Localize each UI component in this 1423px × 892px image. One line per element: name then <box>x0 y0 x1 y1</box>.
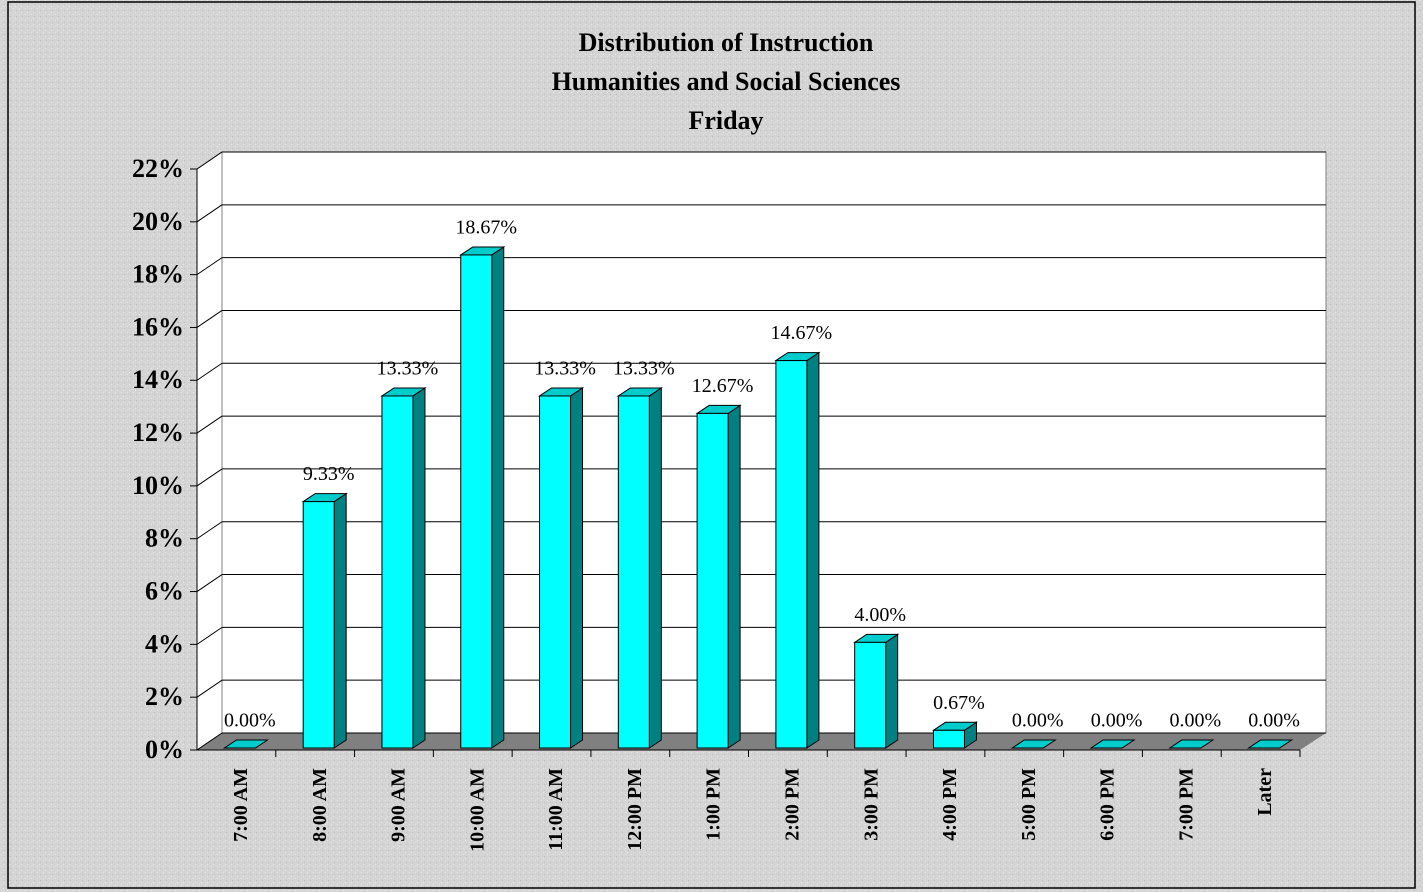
bar <box>460 254 493 749</box>
floor <box>197 733 1326 750</box>
grid-line <box>196 521 223 540</box>
bar <box>696 412 729 749</box>
bar <box>539 395 572 749</box>
chart-border <box>7 1 1416 889</box>
grid-line <box>196 310 223 328</box>
bar <box>617 395 650 749</box>
x-tick-label: Later <box>1254 768 1276 816</box>
data-label: 13.33% <box>377 358 439 380</box>
grid-line <box>196 362 223 381</box>
x-tick-label: 5:00 PM <box>1018 768 1040 841</box>
grid-line <box>196 151 223 170</box>
bar <box>302 501 335 749</box>
data-label: 13.33% <box>613 358 675 380</box>
bar-top <box>1010 739 1057 749</box>
y-tick-label: 20% <box>132 207 184 236</box>
x-tick-label: 12:00 PM <box>624 768 646 851</box>
chart-title: Distribution of Instruction <box>579 28 874 57</box>
bar-side <box>333 492 347 749</box>
data-label: 0.00% <box>1012 710 1064 732</box>
bar-side <box>648 387 662 749</box>
bar-side <box>885 633 899 749</box>
bar <box>381 395 414 749</box>
bar <box>775 360 808 749</box>
bar-side <box>491 246 505 749</box>
grid-line <box>196 468 223 487</box>
bar <box>932 729 965 749</box>
y-tick-label: 22% <box>132 154 184 183</box>
grid-line <box>196 204 223 223</box>
x-tick-label: 8:00 AM <box>309 768 331 842</box>
x-tick-label: 11:00 AM <box>545 768 567 851</box>
side-wall <box>196 151 223 751</box>
bar-top <box>1246 739 1294 749</box>
y-tick-label: 18% <box>132 260 184 289</box>
bar-side <box>412 387 426 749</box>
data-label: 18.67% <box>455 217 517 239</box>
grid-line <box>196 732 223 751</box>
x-tick-label: 6:00 PM <box>1097 768 1119 841</box>
bar-side <box>727 404 741 749</box>
data-label: 9.33% <box>303 463 355 485</box>
data-label: 13.33% <box>534 358 596 380</box>
y-tick-label: 10% <box>132 471 184 500</box>
y-tick-label: 6% <box>145 577 184 606</box>
bar-side <box>570 387 584 749</box>
x-tick-label: 3:00 PM <box>860 768 882 841</box>
data-label: 0.00% <box>1169 710 1221 732</box>
x-tick-label: 2:00 PM <box>781 768 803 841</box>
grid-line <box>196 679 223 698</box>
data-label: 12.67% <box>692 375 754 397</box>
y-tick-label: 12% <box>132 418 184 447</box>
y-tick-label: 14% <box>132 365 184 394</box>
data-label: 0.00% <box>1248 710 1300 732</box>
data-label: 4.00% <box>854 604 906 626</box>
grid-line <box>196 574 223 592</box>
chart-title: Friday <box>688 106 763 135</box>
x-tick-label: 7:00 PM <box>1175 768 1197 841</box>
x-tick-label: 10:00 AM <box>466 768 488 852</box>
x-tick-label: 7:00 AM <box>230 768 252 842</box>
bar-side <box>806 351 820 749</box>
grid-line <box>196 257 223 276</box>
chart-title: Humanities and Social Sciences <box>552 67 901 96</box>
y-tick-label: 8% <box>145 524 184 553</box>
data-label: 0.00% <box>1091 710 1143 732</box>
data-label: 14.67% <box>771 322 833 344</box>
bar <box>854 641 887 749</box>
y-tick-label: 4% <box>145 629 184 658</box>
y-tick-label: 2% <box>145 682 184 711</box>
x-tick-label: 4:00 PM <box>939 768 961 841</box>
bar-top <box>222 739 270 749</box>
data-label: 0.00% <box>224 710 276 732</box>
grid-line <box>196 415 223 434</box>
x-tick-label: 9:00 AM <box>388 768 410 842</box>
y-tick-label: 16% <box>132 312 184 341</box>
grid-line <box>196 626 223 645</box>
data-label: 0.67% <box>933 692 985 714</box>
y-tick-label: 0% <box>145 735 184 764</box>
bar-top <box>1089 739 1136 749</box>
x-tick-label: 1:00 PM <box>703 768 725 841</box>
bar-top <box>1168 739 1215 749</box>
